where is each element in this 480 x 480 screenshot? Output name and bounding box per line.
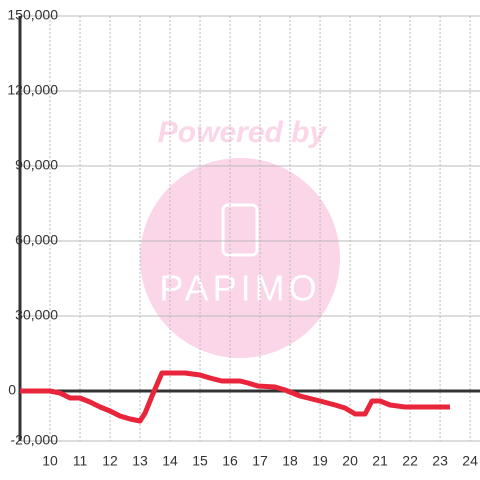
x-tick-label: 21 (372, 453, 388, 469)
x-tick-label: 15 (192, 453, 208, 469)
x-tick-label: 24 (462, 453, 478, 469)
y-tick-label: 60,000 (15, 232, 58, 248)
x-tick-label: 16 (222, 453, 238, 469)
y-tick-label: -20,000 (11, 432, 59, 448)
y-tick-label: 120,000 (7, 82, 58, 98)
data-line (20, 370, 450, 424)
x-tick-label: 14 (162, 453, 178, 469)
x-tick-label: 12 (102, 453, 118, 469)
x-tick-label: 10 (42, 453, 58, 469)
y-tick-label: 150,000 (7, 7, 58, 23)
x-tick-label: 11 (73, 453, 88, 469)
x-tick-label: 18 (282, 453, 298, 469)
watermark-text: Powered by (158, 116, 328, 149)
watermark-icon (221, 203, 259, 257)
y-tick-label: 30,000 (15, 307, 58, 323)
x-tick-label: 20 (342, 453, 358, 469)
x-tick-label: 19 (312, 453, 328, 469)
x-tick-label: 13 (132, 453, 148, 469)
y-tick-label: 0 (8, 382, 16, 398)
watermark-logo: PAPIMO (159, 268, 320, 309)
x-tick-label: 17 (252, 453, 268, 469)
y-tick-label: 90,000 (15, 157, 58, 173)
x-tick-label: 23 (432, 453, 448, 469)
x-tick-label: 22 (402, 453, 418, 469)
